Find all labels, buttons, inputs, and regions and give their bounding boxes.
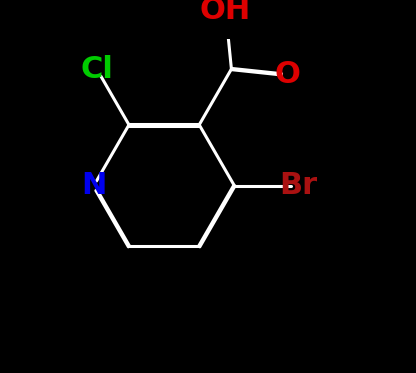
Text: OH: OH (200, 0, 251, 25)
Text: Cl: Cl (80, 54, 113, 84)
Text: N: N (81, 171, 106, 200)
Text: O: O (274, 60, 300, 90)
Text: Br: Br (280, 171, 318, 200)
